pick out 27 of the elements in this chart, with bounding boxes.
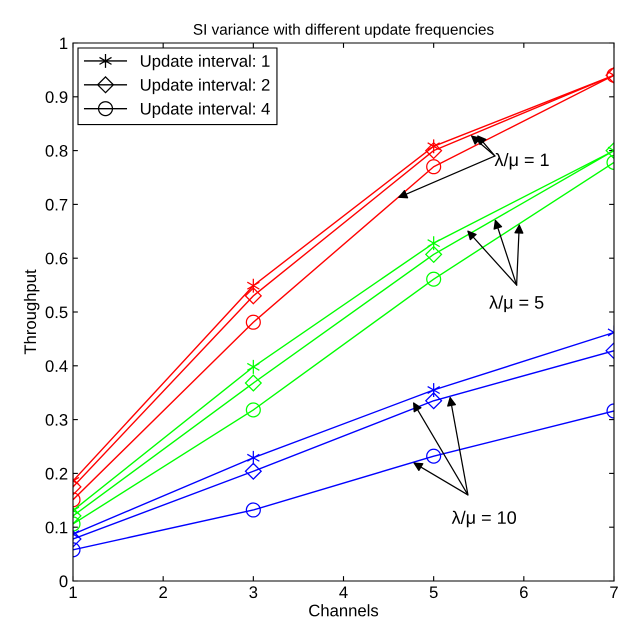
y-tick-label: 0.7: [46, 198, 68, 211]
chart-title: SI variance with different update frequencies: [194, 24, 494, 38]
x-tick-label: 5: [430, 586, 438, 598]
annotation: λ/μ = 10: [452, 510, 516, 528]
y-axis-title: Throughput: [24, 269, 40, 354]
y-tick-label: 0.5: [46, 306, 68, 318]
x-tick-label: 2: [159, 586, 167, 598]
legend-label: Update interval: 1: [140, 54, 270, 70]
annotation: λ/μ = 5: [489, 296, 544, 312]
x-tick-label: 6: [520, 586, 528, 598]
x-tick-label: 7: [610, 586, 618, 598]
y-tick-label: 1: [60, 38, 68, 50]
annotation: λ/μ = 1: [494, 152, 549, 170]
x-tick-label: 4: [339, 586, 348, 598]
y-tick-label: 0.6: [46, 252, 68, 264]
y-tick-label: 0.9: [46, 91, 68, 104]
legend-label: Update interval: 2: [140, 78, 270, 94]
legend-label: Update interval: 4: [140, 102, 270, 118]
y-tick-label: 0.4: [46, 360, 68, 372]
y-tick-label: 0.8: [46, 145, 68, 157]
x-tick-label: 3: [249, 586, 258, 598]
y-tick-label: 0.3: [46, 414, 68, 426]
y-tick-label: 0.2: [46, 468, 68, 480]
x-axis-title: Channels: [309, 604, 378, 616]
x-tick-label: 1: [70, 586, 77, 598]
y-tick-label: 0: [60, 575, 68, 588]
y-tick-label: 0.1: [46, 522, 68, 534]
